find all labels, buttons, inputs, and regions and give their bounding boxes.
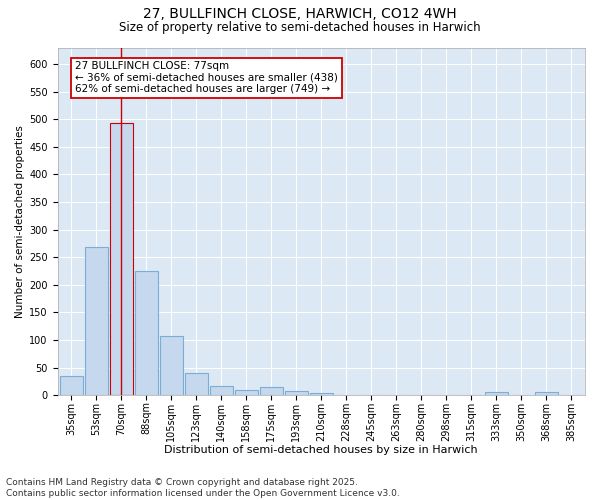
Bar xyxy=(210,386,233,395)
Bar xyxy=(485,392,508,395)
Bar xyxy=(160,336,182,395)
Bar xyxy=(285,392,308,395)
Bar xyxy=(135,271,158,395)
Bar xyxy=(85,248,107,395)
Y-axis label: Number of semi-detached properties: Number of semi-detached properties xyxy=(15,125,25,318)
Bar xyxy=(535,392,557,395)
X-axis label: Distribution of semi-detached houses by size in Harwich: Distribution of semi-detached houses by … xyxy=(164,445,478,455)
Bar xyxy=(185,373,208,395)
Text: Size of property relative to semi-detached houses in Harwich: Size of property relative to semi-detach… xyxy=(119,22,481,35)
Bar xyxy=(260,387,283,395)
Bar xyxy=(310,393,332,395)
Bar xyxy=(235,390,257,395)
Text: 27 BULLFINCH CLOSE: 77sqm
← 36% of semi-detached houses are smaller (438)
62% of: 27 BULLFINCH CLOSE: 77sqm ← 36% of semi-… xyxy=(75,62,338,94)
Bar xyxy=(110,123,133,395)
Text: Contains HM Land Registry data © Crown copyright and database right 2025.
Contai: Contains HM Land Registry data © Crown c… xyxy=(6,478,400,498)
Bar xyxy=(60,376,83,395)
Text: 27, BULLFINCH CLOSE, HARWICH, CO12 4WH: 27, BULLFINCH CLOSE, HARWICH, CO12 4WH xyxy=(143,8,457,22)
